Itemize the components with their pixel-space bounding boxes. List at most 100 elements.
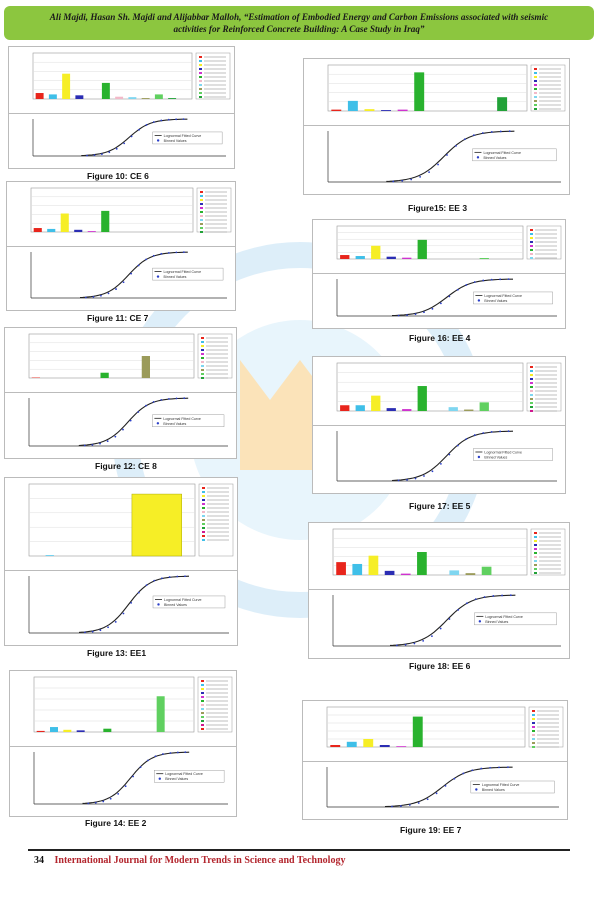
bar-chart-ee5 — [313, 357, 565, 426]
binned-point — [168, 576, 171, 578]
legend-swatch — [534, 548, 537, 550]
header-line-1: Ali Majdi, Hasan Sh. Majdi and Alijabbar… — [49, 12, 549, 22]
binned-point — [122, 281, 125, 284]
legend-swatch — [532, 742, 535, 744]
legend-swatch — [199, 84, 202, 86]
legend-swatch — [200, 199, 203, 201]
legend-swatch — [199, 68, 202, 70]
bar — [371, 245, 381, 259]
legend-lognormal-label: Lognormal Fitted Curve — [164, 134, 202, 138]
figure-ce6: Lognormal Fitted Curve Binned Values — [8, 46, 235, 169]
bar — [50, 727, 58, 732]
binned-point — [422, 639, 425, 642]
figure-ee5: Lognormal Fitted Curve Binned Values — [312, 356, 566, 494]
legend-swatch — [201, 353, 204, 355]
binned-point — [448, 618, 451, 620]
binned-point — [107, 292, 110, 295]
legend-binned-label: Binned Values — [484, 299, 507, 303]
page-number: 34 — [34, 855, 44, 866]
binned-point — [490, 278, 493, 281]
legend-swatch — [532, 714, 535, 716]
legend-swatch — [530, 237, 533, 239]
bar — [63, 729, 72, 732]
legend-swatch — [534, 540, 537, 542]
bar — [481, 566, 492, 575]
figure-ee6: Lognormal Fitted Curve Binned Values — [308, 522, 570, 659]
binned-point — [152, 121, 155, 123]
legend-lognormal-label: Lognormal Fitted Curve — [482, 783, 520, 787]
binned-point — [123, 142, 126, 145]
legend-swatch — [200, 207, 203, 209]
legend-lognormal-label: Lognormal Fitted Curve — [164, 598, 202, 602]
legend-binned-label: Binned Values — [485, 620, 508, 624]
binned-point — [464, 138, 466, 141]
binned-point — [130, 135, 133, 138]
legend-swatch — [202, 511, 205, 513]
cdf-plot-ce8: Lognormal Fitted Curve Binned Values — [5, 393, 236, 458]
header-banner: Ali Majdi, Hasan Sh. Majdi and Alijabbar… — [4, 6, 594, 40]
legend-lognormal-label: Lognormal Fitted Curve — [164, 270, 202, 274]
caption-ee4: Figure 16: EE 4 — [409, 333, 471, 343]
binned-point — [161, 577, 163, 580]
legend-swatch — [530, 386, 533, 388]
legend-swatch — [530, 398, 533, 400]
binned-point — [507, 430, 510, 433]
bar — [397, 109, 408, 111]
cdf-plot-ce6: Lognormal Fitted Curve Binned Values — [9, 114, 234, 168]
binned-point — [474, 598, 477, 601]
binned-point — [465, 438, 468, 440]
legend-lognormal-label: Lognormal Fitted Curve — [484, 451, 522, 455]
binned-point — [391, 805, 393, 808]
binned-point — [453, 777, 456, 780]
legend-swatch — [202, 527, 205, 529]
binned-point — [392, 180, 395, 183]
binned-point — [84, 296, 87, 299]
binned-point — [482, 432, 485, 434]
bar — [479, 258, 489, 259]
binned-point — [107, 626, 109, 629]
legend-swatch — [530, 410, 533, 412]
footer-rule — [28, 849, 570, 851]
legend-swatch — [200, 203, 203, 205]
legend-swatch — [201, 357, 204, 359]
legend-swatch — [202, 531, 205, 533]
binned-point — [410, 178, 413, 181]
legend-swatch — [201, 369, 204, 371]
legend-swatch — [202, 523, 205, 525]
binned-point — [160, 252, 163, 255]
legend-swatch — [534, 80, 537, 82]
figure-ee3: Lognormal Fitted Curve Binned Values — [303, 58, 570, 195]
binned-point — [499, 430, 502, 433]
bar — [168, 98, 177, 99]
bar — [379, 745, 390, 747]
binned-point — [137, 264, 140, 267]
binned-point — [124, 785, 127, 788]
binned-point — [508, 130, 511, 133]
binned-point — [167, 118, 170, 121]
binned-point — [162, 753, 164, 755]
binned-point — [456, 288, 459, 291]
binned-point — [413, 642, 416, 645]
bar-chart-ce6 — [9, 47, 234, 114]
binned-point — [117, 793, 120, 795]
bar — [464, 409, 474, 411]
binned-point — [498, 766, 500, 769]
legend-swatch — [530, 402, 533, 404]
bar — [479, 402, 489, 411]
page-footer: 34 International Journal for Modern Tren… — [34, 855, 345, 866]
legend-swatch — [534, 84, 537, 86]
legend-swatch — [530, 374, 533, 376]
binned-point — [109, 797, 112, 800]
binned-point — [102, 800, 105, 803]
binned-point — [122, 428, 124, 431]
cdf-plot-ee5: Lognormal Fitted Curve Binned Values — [313, 426, 565, 493]
legend-swatch — [200, 211, 203, 213]
legend-swatch — [199, 64, 202, 66]
legend-swatch — [199, 92, 202, 94]
binned-point — [465, 284, 468, 286]
binned-point — [481, 132, 484, 134]
binned-point — [490, 131, 493, 133]
binned-point — [175, 118, 178, 121]
legend-swatch — [534, 96, 537, 98]
bar — [449, 570, 460, 575]
